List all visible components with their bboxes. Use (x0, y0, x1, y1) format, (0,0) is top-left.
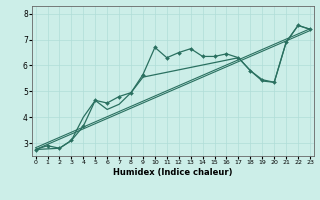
X-axis label: Humidex (Indice chaleur): Humidex (Indice chaleur) (113, 168, 233, 177)
